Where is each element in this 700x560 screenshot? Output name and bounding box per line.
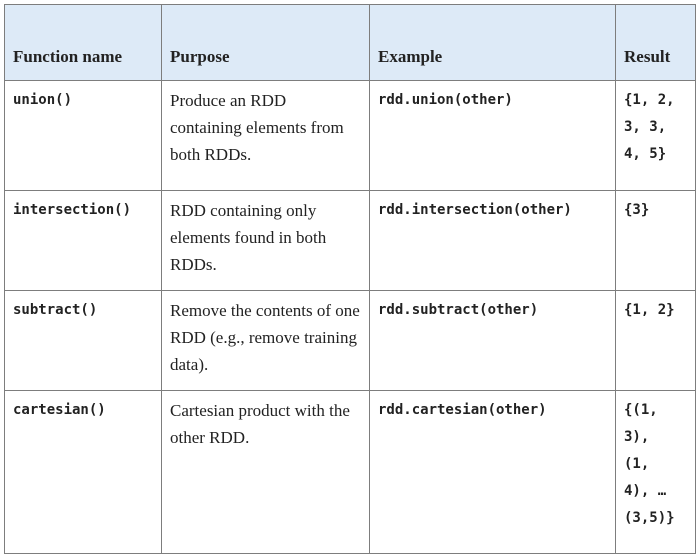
example-cell: rdd.union(other): [369, 80, 616, 191]
result-cell: {1, 2, 3, 3, 4, 5}: [615, 80, 696, 191]
result-cell: {1, 2}: [615, 290, 696, 391]
header-example: Example: [369, 4, 616, 81]
rdd-functions-table: Function name Purpose Example Result uni…: [4, 4, 696, 554]
header-function-name: Function name: [4, 4, 162, 81]
function-cell: union(): [4, 80, 162, 191]
function-cell: cartesian(): [4, 390, 162, 554]
example-cell: rdd.subtract(other): [369, 290, 616, 391]
purpose-cell: Produce an RDD containing elements from …: [161, 80, 370, 191]
header-result: Result: [615, 4, 696, 81]
purpose-cell: Remove the contents of one RDD (e.g., re…: [161, 290, 370, 391]
function-cell: intersection(): [4, 190, 162, 291]
purpose-cell: Cartesian product with the other RDD.: [161, 390, 370, 554]
purpose-cell: RDD containing only elements found in bo…: [161, 190, 370, 291]
table-row: intersection() RDD containing only eleme…: [4, 190, 696, 291]
example-cell: rdd.intersection(other): [369, 190, 616, 291]
result-cell: {(1, 3), (1, 4), … (3,5)}: [615, 390, 696, 554]
table-row: union() Produce an RDD containing elemen…: [4, 80, 696, 191]
header-purpose: Purpose: [161, 4, 370, 81]
table-row: cartesian() Cartesian product with the o…: [4, 390, 696, 554]
example-cell: rdd.cartesian(other): [369, 390, 616, 554]
header-row: Function name Purpose Example Result: [4, 4, 696, 81]
result-cell: {3}: [615, 190, 696, 291]
function-cell: subtract(): [4, 290, 162, 391]
table-row: subtract() Remove the contents of one RD…: [4, 290, 696, 391]
